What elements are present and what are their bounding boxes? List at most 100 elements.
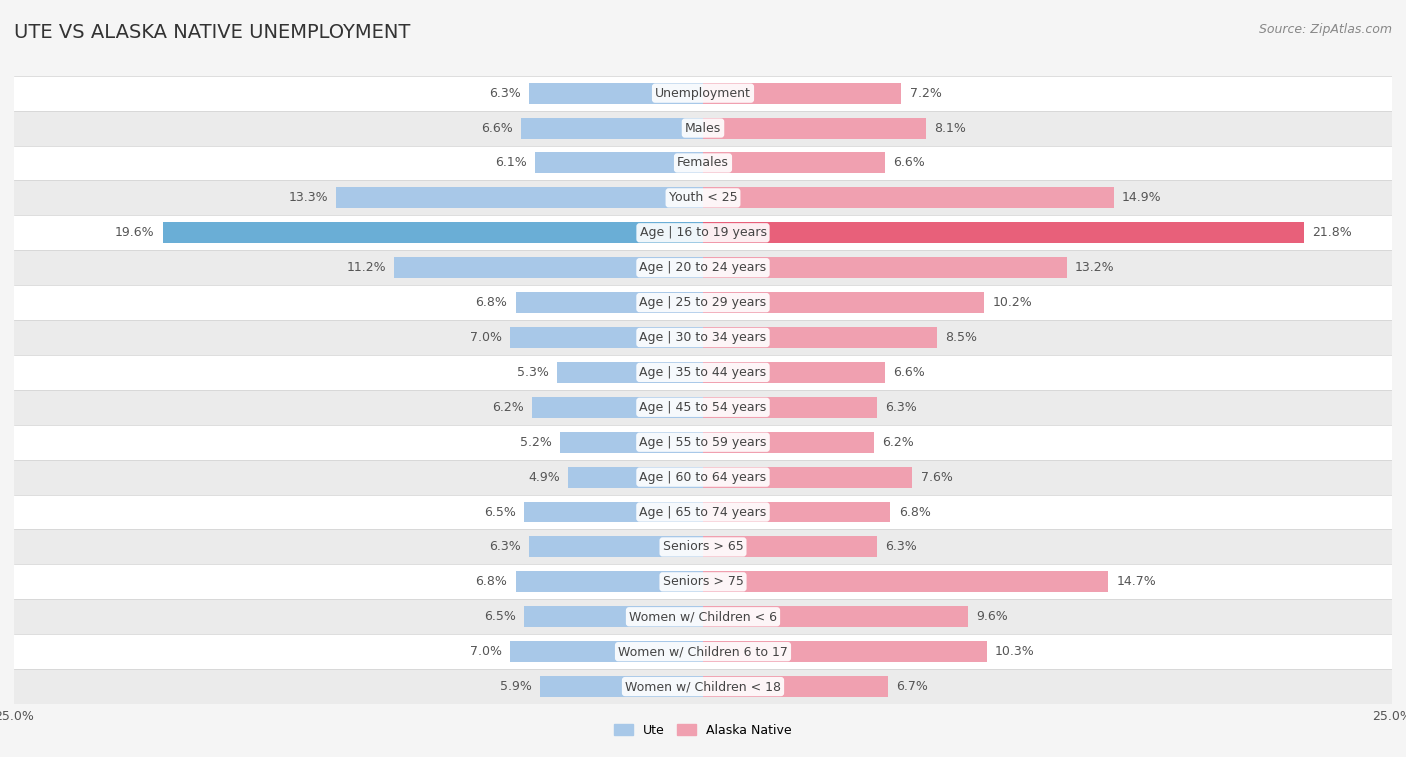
Text: 6.8%: 6.8% bbox=[475, 296, 508, 309]
Bar bbox=[14, 145, 1392, 180]
Text: Age | 65 to 74 years: Age | 65 to 74 years bbox=[640, 506, 766, 519]
Text: 6.3%: 6.3% bbox=[489, 86, 522, 100]
Text: 5.9%: 5.9% bbox=[501, 680, 531, 693]
Bar bbox=[703, 362, 884, 383]
Bar bbox=[14, 565, 1392, 600]
Bar bbox=[510, 641, 703, 662]
Text: 6.6%: 6.6% bbox=[893, 157, 925, 170]
Bar bbox=[14, 529, 1392, 565]
Bar bbox=[531, 397, 703, 418]
Text: 6.8%: 6.8% bbox=[898, 506, 931, 519]
Bar bbox=[14, 494, 1392, 529]
Bar bbox=[163, 223, 703, 243]
Bar bbox=[14, 285, 1392, 320]
Text: Source: ZipAtlas.com: Source: ZipAtlas.com bbox=[1258, 23, 1392, 36]
Bar bbox=[703, 676, 887, 697]
Bar bbox=[703, 431, 875, 453]
Bar bbox=[703, 257, 1067, 278]
Bar bbox=[516, 292, 703, 313]
Bar bbox=[703, 641, 987, 662]
Bar bbox=[510, 327, 703, 348]
Text: Females: Females bbox=[678, 157, 728, 170]
Text: 7.6%: 7.6% bbox=[921, 471, 953, 484]
Bar bbox=[703, 537, 876, 557]
Bar bbox=[14, 111, 1392, 145]
Text: Women w/ Children < 18: Women w/ Children < 18 bbox=[626, 680, 780, 693]
Bar bbox=[540, 676, 703, 697]
Bar bbox=[703, 223, 1303, 243]
Text: 6.3%: 6.3% bbox=[884, 540, 917, 553]
Text: Age | 60 to 64 years: Age | 60 to 64 years bbox=[640, 471, 766, 484]
Bar bbox=[703, 397, 876, 418]
Text: 4.9%: 4.9% bbox=[527, 471, 560, 484]
Text: 6.3%: 6.3% bbox=[884, 400, 917, 414]
Text: 13.3%: 13.3% bbox=[288, 192, 328, 204]
Bar bbox=[394, 257, 703, 278]
Bar bbox=[14, 215, 1392, 251]
Bar bbox=[14, 390, 1392, 425]
Text: 8.5%: 8.5% bbox=[945, 331, 977, 344]
Bar bbox=[14, 669, 1392, 704]
Text: 6.6%: 6.6% bbox=[481, 122, 513, 135]
Text: 11.2%: 11.2% bbox=[346, 261, 387, 274]
Text: 9.6%: 9.6% bbox=[976, 610, 1008, 623]
Bar bbox=[522, 117, 703, 139]
Text: 14.7%: 14.7% bbox=[1116, 575, 1156, 588]
Text: Age | 30 to 34 years: Age | 30 to 34 years bbox=[640, 331, 766, 344]
Text: 5.3%: 5.3% bbox=[517, 366, 548, 379]
Text: Seniors > 75: Seniors > 75 bbox=[662, 575, 744, 588]
Text: Women w/ Children < 6: Women w/ Children < 6 bbox=[628, 610, 778, 623]
Bar bbox=[703, 188, 1114, 208]
Text: Unemployment: Unemployment bbox=[655, 86, 751, 100]
Bar bbox=[516, 572, 703, 592]
Text: Seniors > 65: Seniors > 65 bbox=[662, 540, 744, 553]
Text: Males: Males bbox=[685, 122, 721, 135]
Text: UTE VS ALASKA NATIVE UNEMPLOYMENT: UTE VS ALASKA NATIVE UNEMPLOYMENT bbox=[14, 23, 411, 42]
Text: 6.6%: 6.6% bbox=[893, 366, 925, 379]
Text: Age | 25 to 29 years: Age | 25 to 29 years bbox=[640, 296, 766, 309]
Text: Age | 55 to 59 years: Age | 55 to 59 years bbox=[640, 436, 766, 449]
Bar bbox=[703, 502, 890, 522]
Text: 8.1%: 8.1% bbox=[935, 122, 966, 135]
Text: Age | 35 to 44 years: Age | 35 to 44 years bbox=[640, 366, 766, 379]
Text: 7.0%: 7.0% bbox=[470, 645, 502, 658]
Text: Age | 20 to 24 years: Age | 20 to 24 years bbox=[640, 261, 766, 274]
Text: 21.8%: 21.8% bbox=[1312, 226, 1351, 239]
Text: 19.6%: 19.6% bbox=[115, 226, 155, 239]
Bar bbox=[530, 537, 703, 557]
Text: 6.2%: 6.2% bbox=[492, 400, 524, 414]
Bar bbox=[703, 466, 912, 488]
Bar bbox=[14, 180, 1392, 215]
Text: Youth < 25: Youth < 25 bbox=[669, 192, 737, 204]
Text: 10.2%: 10.2% bbox=[993, 296, 1032, 309]
Text: 6.1%: 6.1% bbox=[495, 157, 527, 170]
Text: 5.2%: 5.2% bbox=[520, 436, 551, 449]
Bar bbox=[534, 152, 703, 173]
Bar bbox=[703, 292, 984, 313]
Text: 6.7%: 6.7% bbox=[896, 680, 928, 693]
Bar bbox=[14, 251, 1392, 285]
Bar bbox=[703, 152, 884, 173]
Bar bbox=[703, 572, 1108, 592]
Bar bbox=[568, 466, 703, 488]
Text: Age | 45 to 54 years: Age | 45 to 54 years bbox=[640, 400, 766, 414]
Text: 6.3%: 6.3% bbox=[489, 540, 522, 553]
Text: 7.0%: 7.0% bbox=[470, 331, 502, 344]
Bar bbox=[703, 83, 901, 104]
Bar bbox=[703, 117, 927, 139]
Bar bbox=[530, 83, 703, 104]
Text: 6.8%: 6.8% bbox=[475, 575, 508, 588]
Text: Women w/ Children 6 to 17: Women w/ Children 6 to 17 bbox=[619, 645, 787, 658]
Bar bbox=[14, 459, 1392, 494]
Bar bbox=[524, 606, 703, 628]
Bar bbox=[14, 600, 1392, 634]
Bar bbox=[703, 606, 967, 628]
Bar bbox=[557, 362, 703, 383]
Text: 7.2%: 7.2% bbox=[910, 86, 942, 100]
Bar bbox=[14, 425, 1392, 459]
Text: 13.2%: 13.2% bbox=[1076, 261, 1115, 274]
Text: 10.3%: 10.3% bbox=[995, 645, 1035, 658]
Bar bbox=[14, 320, 1392, 355]
Bar bbox=[14, 634, 1392, 669]
Bar bbox=[703, 327, 938, 348]
